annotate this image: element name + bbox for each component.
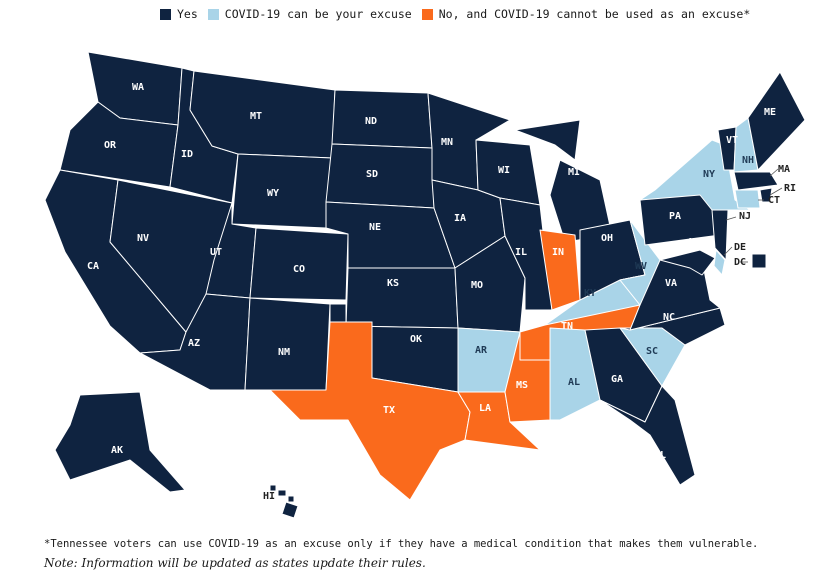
state-al [549,327,601,421]
state-label-id: ID [181,149,193,160]
state-label-nd: ND [365,116,377,127]
state-label-tn: TN [561,321,573,332]
state-il [499,197,553,311]
state-tx [269,321,471,501]
legend-swatch-yes [160,8,171,20]
note: Note: Information will be updated as sta… [44,556,426,570]
state-label-oh: OH [601,233,613,244]
state-label-wy: WY [267,188,279,199]
leader-line-de [723,246,733,256]
leader-line-ma [769,168,779,177]
state-label-ne: NE [369,222,381,233]
state-label-or: OR [104,140,117,151]
state-sd [325,143,435,209]
state-label-il: IL [515,247,527,258]
state-label-de: DE [734,242,746,253]
state-ks [345,267,459,329]
legend-swatch-no [421,8,433,20]
state-label-va: VA [665,278,677,289]
state-label-ca: CA [87,261,99,272]
legend-item-no: No, and COVID-19 cannot be used as an ex… [421,7,751,21]
state-label-ct: CT [768,195,780,206]
state-de [713,249,726,276]
state-label-az: AZ [188,338,200,349]
state-label-md: MD [689,237,701,248]
legend-item-covid: COVID-19 can be your excuse [207,7,412,21]
state-label-tx: TX [383,405,395,416]
us-map: WA OR CA ID NV MT WY UT AZ CO NM ND SD NE KS OK TX MN IA MO… [44,51,806,519]
state-label-ma: MA [778,164,790,175]
legend-swatch-covid [207,8,219,20]
legend-label-no: No, and COVID-19 cannot be used as an ex… [438,7,751,21]
legend-item-yes: Yes [160,7,198,21]
state-label-nv: NV [137,233,149,244]
state-label-fl: FL [654,450,666,461]
state-label-ky: KY [584,288,596,299]
state-dc [751,253,767,269]
state-label-co: CO [293,264,305,275]
leader-lines [723,168,783,263]
state-label-ms: MS [516,380,528,391]
state-label-dc: DC [734,257,746,268]
state-label-wi: WI [498,165,510,176]
state-label-sd: SD [366,169,378,180]
state-wv [619,219,661,306]
state-label-ri: RI [784,183,796,194]
state-label-nj: NJ [739,211,751,222]
state-label-mn: MN [441,137,453,148]
state-ma [733,171,779,191]
state-label-ut: UT [210,247,222,258]
state-label-ia: IA [454,213,466,224]
map-legend: Yes COVID-19 can be your excuse No, and CO… [160,7,750,21]
state-label-nm: NM [278,347,290,358]
state-label-vt: VT [726,135,738,146]
state-label-ga: GA [611,374,623,385]
state-nj [711,209,729,261]
state-ri [759,187,773,203]
state-label-pa: PA [669,211,681,222]
state-label-ar: AR [475,345,488,356]
state-label-al: AL [568,377,580,388]
state-mo [454,235,526,333]
state-me [747,71,806,171]
state-ak [54,391,186,493]
state-label-mi: MI [568,167,580,178]
state-wy [231,153,333,229]
state-label-ok: OK [410,334,422,345]
state-label-wa: WA [132,82,144,93]
footnote: *Tennessee voters can use COVID-19 as an… [44,538,759,550]
state-label-in: IN [552,247,564,258]
state-label-mo: MO [471,280,483,291]
state-label-nc: NC [663,312,675,323]
state-label-la: LA [479,403,491,414]
state-nm [244,297,331,391]
state-md [659,249,716,276]
state-labels: WA OR CA ID NV MT WY UT AZ CO NM ND SD NE KS OK TX MN IA MO… [87,82,796,502]
state-nd [331,89,433,149]
state-label-hi: HI [263,491,275,502]
state-label-wv: WV [635,261,647,272]
state-fl [599,385,696,486]
state-shapes [44,51,806,519]
state-hi [269,484,299,519]
leader-line-ri [769,187,783,196]
state-label-ak: AK [111,445,123,456]
state-label-me: ME [764,107,776,118]
leader-line-nj [725,216,737,221]
state-label-sc: SC [646,346,658,357]
legend-label-covid: COVID-19 can be your excuse [224,7,412,21]
state-mt [189,70,336,159]
state-label-ny: NY [703,169,715,180]
state-co [249,227,349,301]
state-label-ks: KS [387,278,399,289]
state-label-nh: NH [742,155,754,166]
legend-label-yes: Yes [177,7,198,21]
state-label-mt: MT [250,111,262,122]
state-ct [734,189,761,209]
